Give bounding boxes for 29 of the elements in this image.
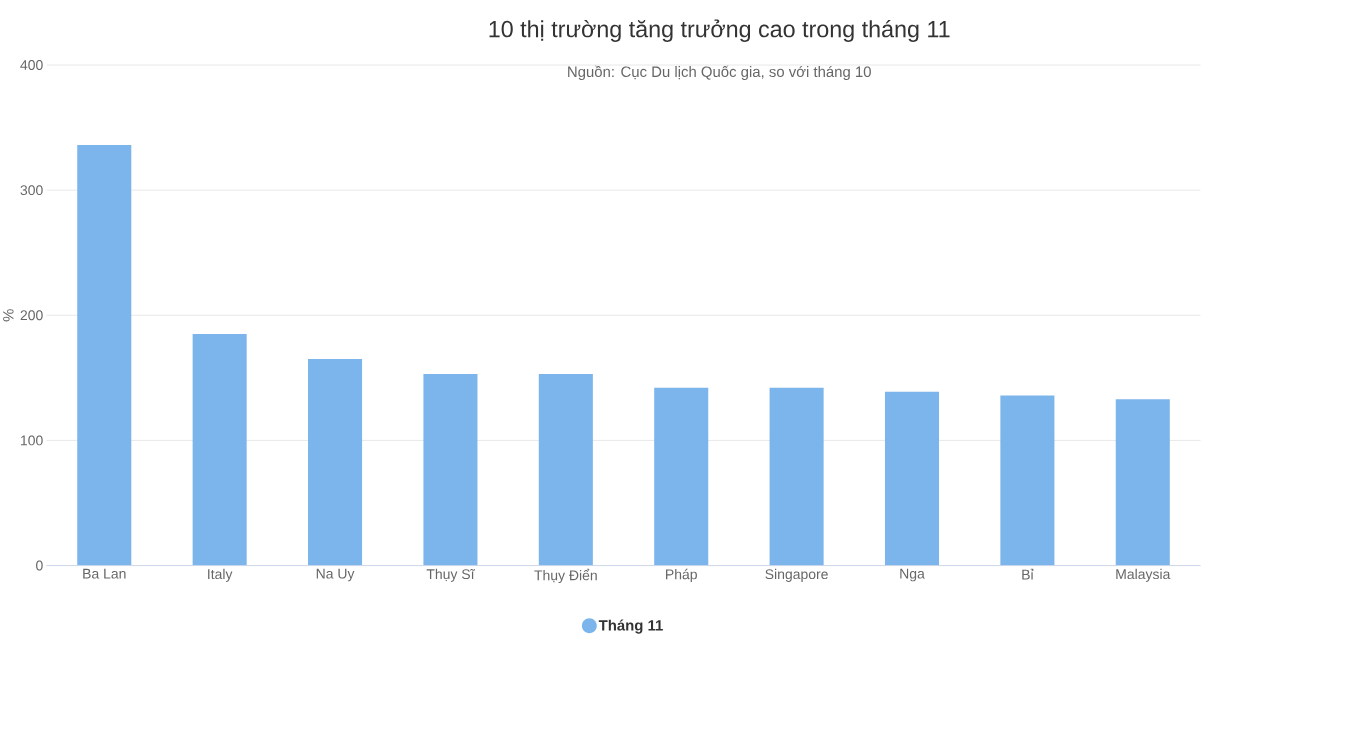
bar [192,334,247,566]
bar [538,374,593,566]
x-tick-label: Nga [900,569,925,582]
x-tick-label: Italy [208,569,233,583]
y-tick-label: 0 [36,560,43,571]
x-tick-label: Ba Lan [83,569,126,579]
bar [1000,395,1055,566]
y-tick-label: 200 [20,310,43,321]
legend-label: Tháng 11 [598,619,663,634]
x-tick-label: Malaysia [1116,569,1171,583]
bar [654,388,709,566]
x-tick-label: Thụy Điển [534,569,597,584]
y-tick-label: 300 [20,185,43,196]
chart-title: 10 thị trường tăng trưởng cao trong tháng 11 [489,19,950,43]
x-tick-label: Na Uy [316,569,355,582]
x-tick-label: Singapore [765,569,828,583]
x-tick-label: Pháp [666,569,697,583]
x-tick-label: Bỉ [1022,569,1034,580]
y-tick-label: 100 [21,435,43,446]
bar [77,145,132,566]
y-tick-label: 400 [20,60,43,71]
chart-subtitle: Nguồn: Cục Du lịch Quốc gia, so với tháng 10 [568,65,871,81]
bar [884,391,940,566]
bar [423,374,478,566]
x-tick-label: Thụy Sĩ [426,569,476,583]
bar [1115,399,1170,566]
bar [769,388,824,566]
y-axis-title: % [3,309,14,322]
bar [308,359,363,566]
